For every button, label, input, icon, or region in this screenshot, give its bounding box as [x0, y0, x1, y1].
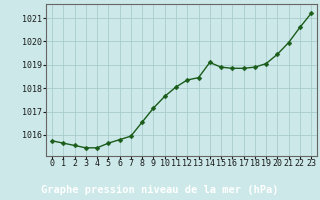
Text: Graphe pression niveau de la mer (hPa): Graphe pression niveau de la mer (hPa) — [41, 185, 279, 195]
